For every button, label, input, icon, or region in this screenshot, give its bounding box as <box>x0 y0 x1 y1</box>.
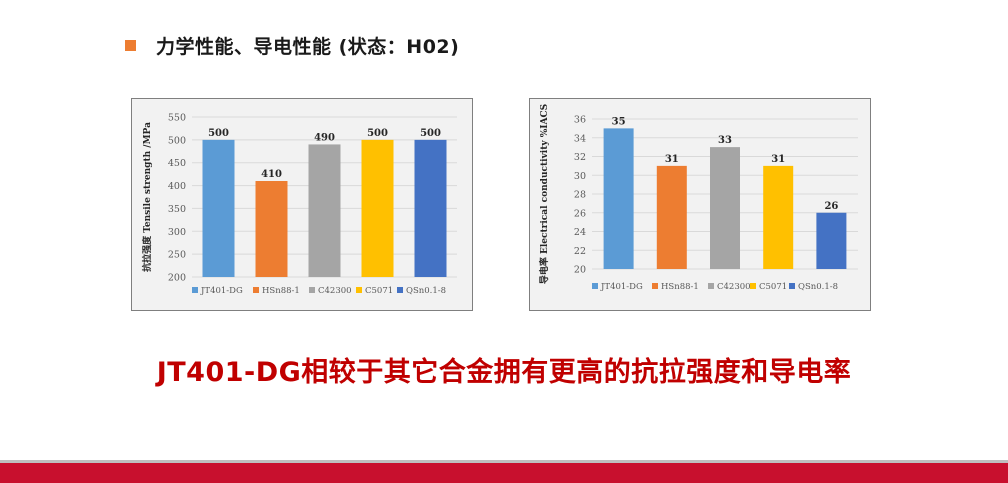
legend-swatch <box>356 287 362 293</box>
y-axis-label: 导电率 Electrical conductivity %IACS <box>538 104 550 284</box>
legend-label: C5071 <box>759 282 787 292</box>
y-tick-label: 32 <box>574 152 586 163</box>
y-tick-label: 250 <box>168 250 186 261</box>
bar-qsn0-1-8 <box>816 212 847 269</box>
y-tick-label: 350 <box>168 204 186 215</box>
y-axis-label: 抗拉强度 Tensile strength /MPa <box>141 122 153 272</box>
y-tick-label: 24 <box>574 227 586 238</box>
legend-label: C42300 <box>717 282 751 292</box>
y-tick-label: 26 <box>574 208 586 219</box>
data-label: 31 <box>665 154 679 165</box>
legend-swatch <box>253 287 259 293</box>
conductivity-chart: 20 22 24 26 28 30 32 34 36 导电率 Electrical conduct… <box>529 98 871 311</box>
bar-hsn88-1 <box>656 165 687 269</box>
legend-label: JT401-DG <box>600 282 643 292</box>
legend-label: C5071 <box>365 286 393 296</box>
bar-qsn0-1-8 <box>414 139 447 277</box>
y-tick-label: 36 <box>574 115 586 126</box>
data-label: 26 <box>824 201 838 212</box>
y-tick-label: 20 <box>574 265 586 276</box>
data-label: 410 <box>261 169 282 180</box>
y-tick-label: 300 <box>168 227 186 238</box>
data-label: 500 <box>208 128 229 139</box>
tensile-strength-chart: 200 250 300 350 400 450 500 550 抗拉强度 Tensile str… <box>131 98 473 311</box>
section-heading-text: 力学性能、导电性能 (状态：H02) <box>156 35 460 58</box>
conclusion-statement: JT401-DG相较于其它合金拥有更高的抗拉强度和导电率 <box>156 357 852 388</box>
legend-swatch <box>309 287 315 293</box>
data-label: 500 <box>420 128 441 139</box>
data-label: 490 <box>314 132 335 143</box>
y-tick-label: 28 <box>574 190 586 201</box>
legend-swatch <box>397 287 403 293</box>
legend-swatch <box>708 283 714 289</box>
data-label: 35 <box>612 116 626 127</box>
legend-label: JT401-DG <box>200 286 243 296</box>
legend-swatch <box>789 283 795 289</box>
legend-swatch <box>652 283 658 289</box>
data-label: 500 <box>367 128 388 139</box>
y-tick-label: 500 <box>168 135 186 146</box>
bar-jt401-dg <box>202 139 235 277</box>
footer-bar <box>0 463 1008 483</box>
legend-swatch <box>192 287 198 293</box>
y-tick-label: 450 <box>168 158 186 169</box>
y-tick-label: 22 <box>574 246 586 257</box>
bar-jt401-dg <box>603 128 634 269</box>
data-label: 31 <box>771 154 785 165</box>
tensile-strength-chart-svg: 200 250 300 350 400 450 500 550 抗拉强度 Tensile str… <box>141 113 457 296</box>
section-heading: 力学性能、导电性能 (状态：H02) <box>125 33 460 58</box>
y-tick-label: 30 <box>574 171 586 182</box>
legend-label: HSn88-1 <box>661 282 699 292</box>
bar-c42300 <box>308 144 341 277</box>
footer-divider <box>0 460 1008 463</box>
legend-swatch <box>750 283 756 289</box>
legend-label: QSn0.1-8 <box>798 282 838 292</box>
bar-c5071 <box>763 165 794 269</box>
legend-swatch <box>592 283 598 289</box>
y-tick-label: 550 <box>168 113 186 124</box>
legend-label: HSn88-1 <box>262 286 300 296</box>
data-label: 33 <box>718 135 732 146</box>
bar-c5071 <box>361 139 394 277</box>
y-tick-label: 400 <box>168 181 186 192</box>
bar-c42300 <box>710 147 740 269</box>
y-tick-label: 200 <box>168 273 186 284</box>
bar-hsn88-1 <box>255 181 288 277</box>
legend-label: QSn0.1-8 <box>406 286 446 296</box>
legend-label: C42300 <box>318 286 352 296</box>
conductivity-chart-svg: 20 22 24 26 28 30 32 34 36 导电率 Electrical conduct… <box>538 104 858 292</box>
bullet-square-icon <box>125 39 136 51</box>
y-tick-label: 34 <box>574 133 586 144</box>
